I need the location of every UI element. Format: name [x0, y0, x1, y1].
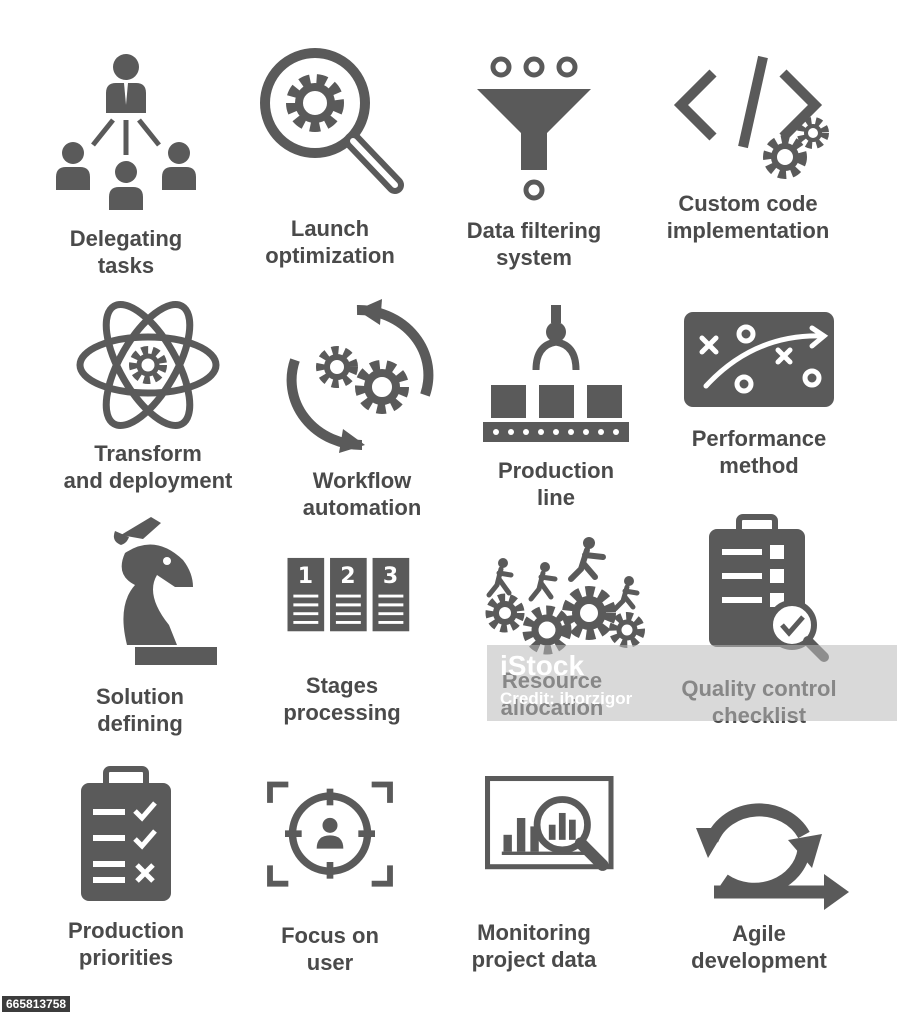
- chess-knight-icon: [113, 517, 217, 665]
- watermark-credit: Credit: ihorzigor: [500, 689, 633, 708]
- icon-cell-transform: Transform and deployment: [36, 295, 260, 545]
- icon-cell-agile: Agile development: [647, 780, 871, 1030]
- icon-cell-custom-code: Custom code implementation: [636, 45, 860, 295]
- icon-label: Performance method: [691, 426, 827, 478]
- icon-label: Transform and deployment: [63, 441, 233, 493]
- chart-magnifier-icon: [485, 776, 614, 871]
- checklist-magnifier-icon: [709, 514, 829, 662]
- icon-cell-launch-optimization: Launch optimization: [218, 45, 442, 295]
- icon-cell-workflow: Workflow automation: [250, 299, 474, 555]
- funnel-icon: [477, 56, 591, 201]
- icon-cell-focus-user: Focus on user: [218, 781, 442, 1032]
- icon-label: Production line: [497, 458, 615, 510]
- atom-icon: [76, 300, 220, 430]
- icon-label: Workflow automation: [302, 468, 422, 520]
- conveyor-icon: [483, 305, 629, 442]
- icon-cell-monitoring: Monitoring project data: [422, 776, 646, 1026]
- agile-loop-icon: [696, 803, 849, 910]
- svg-text:1: 1: [298, 564, 313, 589]
- icon-label: Data filtering system: [466, 218, 602, 270]
- icon-cell-production-priorities: Production priorities: [14, 765, 238, 1015]
- cycle-gears-icon: [286, 299, 434, 453]
- tactics-board-icon: [684, 312, 834, 407]
- svg-text:2: 2: [340, 564, 355, 589]
- icon-cell-stages: 1 2 3 Stages processing: [230, 555, 454, 805]
- delegation-icon: [56, 54, 196, 210]
- icon-label: Focus on user: [281, 923, 379, 975]
- icon-cell-delegating-tasks: Delegating tasks: [14, 45, 238, 295]
- icon-label: Stages processing: [283, 673, 401, 725]
- icon-cell-data-filtering: Data filtering system: [422, 45, 646, 295]
- icon-label: Solution defining: [96, 684, 184, 736]
- icon-label: Delegating tasks: [69, 226, 183, 278]
- icon-label: Custom code implementation: [666, 191, 830, 243]
- watermark-logo: iStock: [500, 650, 585, 681]
- icon-cell-quality-control: Quality control checklist: [647, 514, 871, 765]
- watermark-band: [487, 645, 897, 721]
- icon-cell-solution: Solution defining: [28, 515, 252, 765]
- icon-cell-performance: Performance method: [647, 300, 871, 550]
- stock-id-badge: 665813758: [2, 996, 71, 1012]
- gear-magnifier-icon: [260, 48, 404, 194]
- people-gears-icon: [485, 537, 645, 655]
- icon-label: Launch optimization: [265, 216, 395, 268]
- code-gears-icon: [673, 55, 829, 179]
- numbered-stages-icon: 1 2 3: [287, 557, 410, 632]
- icon-label: Monitoring project data: [471, 920, 597, 972]
- icon-label: Agile development: [691, 921, 827, 973]
- icon-label: Production priorities: [67, 918, 185, 970]
- svg-text:3: 3: [383, 564, 398, 589]
- icon-cell-production-line: Production line: [444, 300, 668, 550]
- clipboard-checklist-icon: [81, 766, 171, 901]
- target-user-icon: [267, 781, 393, 887]
